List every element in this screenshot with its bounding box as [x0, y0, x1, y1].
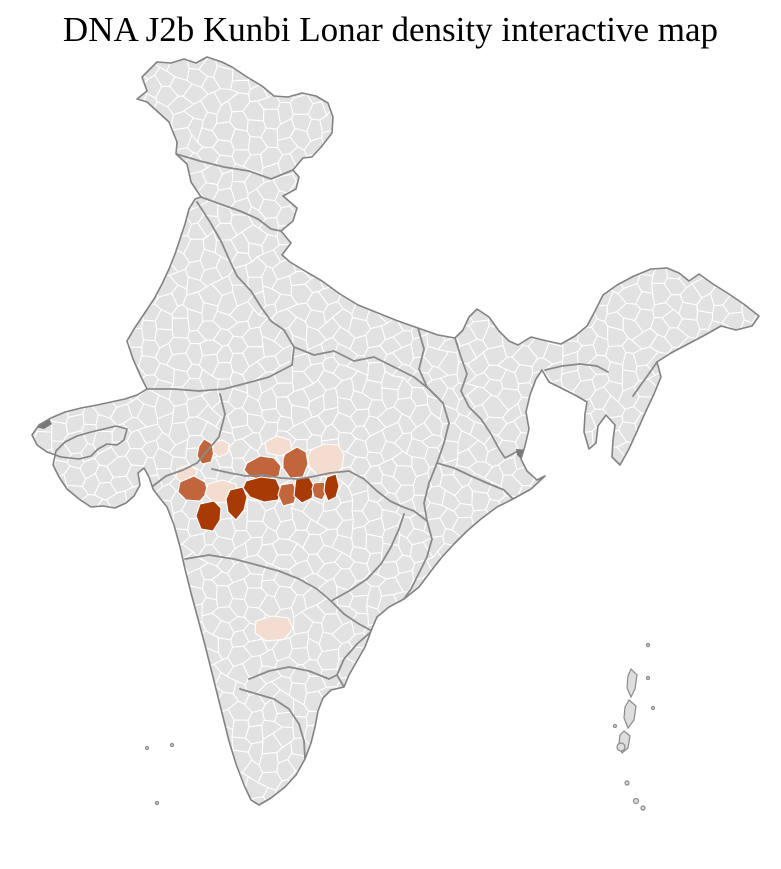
district-d12-high-density[interactable]	[242, 476, 282, 503]
district-d10-medium-density[interactable]	[282, 446, 309, 479]
islands	[144, 642, 656, 811]
district-d16-high-density[interactable]	[323, 473, 340, 502]
state-boundaries	[146, 153, 658, 760]
highlighted-districts	[175, 435, 345, 642]
district-d2-low-density[interactable]	[212, 439, 230, 458]
district-d6-high-density[interactable]	[195, 500, 222, 532]
district-d14-high-density[interactable]	[293, 476, 315, 504]
district-d15-medium-density[interactable]	[311, 481, 328, 501]
map-title: DNA J2b Kunbi Lonar density interactive …	[62, 10, 719, 49]
district-d8-medium-density[interactable]	[243, 455, 282, 481]
country-outline	[31, 56, 760, 806]
district-d13-medium-density[interactable]	[277, 482, 298, 507]
district-d4-medium-density[interactable]	[177, 475, 209, 502]
district-d17-low-density[interactable]	[254, 615, 294, 642]
